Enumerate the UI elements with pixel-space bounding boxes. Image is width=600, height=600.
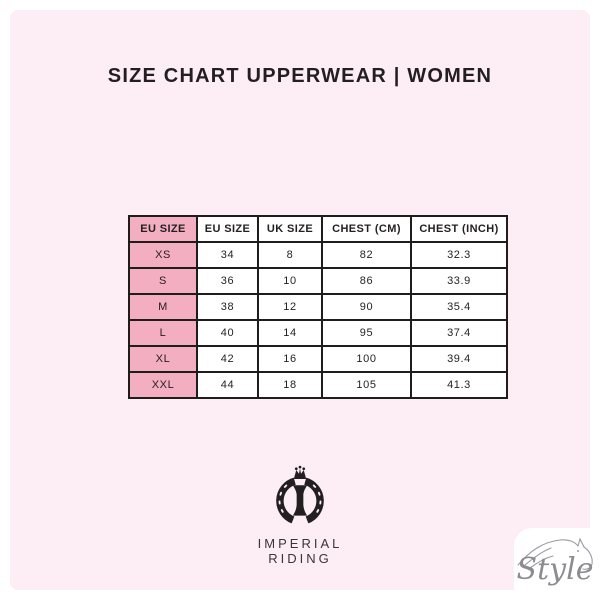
size-label-cell: XL — [128, 345, 198, 373]
table-header-cell: CHEST (CM) — [321, 215, 412, 243]
table-row: M 38 12 90 35.4 — [128, 293, 508, 321]
table-header-cell: EU SIZE — [196, 215, 259, 243]
size-label-cell: XXL — [128, 371, 198, 399]
table-cell: 33.9 — [410, 267, 508, 295]
table-cell: 86 — [321, 267, 412, 295]
table-cell: 105 — [321, 371, 412, 399]
table-row: L 40 14 95 37.4 — [128, 319, 508, 347]
table-cell: 39.4 — [410, 345, 508, 373]
table-cell: 16 — [257, 345, 323, 373]
table-row: S 36 10 86 33.9 — [128, 267, 508, 295]
brand-name-line2: RIDING — [268, 551, 332, 566]
table-cell: 12 — [257, 293, 323, 321]
table-cell: 90 — [321, 293, 412, 321]
table-cell: 37.4 — [410, 319, 508, 347]
table-cell: 34 — [196, 241, 259, 269]
table-cell: 10 — [257, 267, 323, 295]
size-label-cell: M — [128, 293, 198, 321]
table-cell: 36 — [196, 267, 259, 295]
table-cell: 42 — [196, 345, 259, 373]
style-watermark: Style — [514, 528, 600, 600]
table-row: XXL 44 18 105 41.3 — [128, 371, 508, 399]
size-label-cell: XS — [128, 241, 198, 269]
page-title: SIZE CHART UPPERWEAR | WOMEN — [107, 65, 493, 87]
table-row: XL 42 16 100 39.4 — [128, 345, 508, 373]
table-cell: 41.3 — [410, 371, 508, 399]
table-cell: 38 — [196, 293, 259, 321]
table-cell: 18 — [257, 371, 323, 399]
table-cell: 95 — [321, 319, 412, 347]
brand-name-line1: IMPERIAL — [257, 536, 343, 551]
brand-block: IMPERIAL RIDING — [0, 464, 600, 566]
table-cell: 82 — [321, 241, 412, 269]
size-label-cell: L — [128, 319, 198, 347]
horseshoe-crown-logo-icon — [276, 465, 324, 524]
table-cell: 14 — [257, 319, 323, 347]
table-cell: 8 — [257, 241, 323, 269]
table-cell: 32.3 — [410, 241, 508, 269]
table-row: XS 34 8 82 32.3 — [128, 241, 508, 269]
size-label-cell: S — [128, 267, 198, 295]
table-header-cell: UK SIZE — [257, 215, 323, 243]
size-table: EU SIZE EU SIZE UK SIZE CHEST (CM) CHEST (IN… — [128, 215, 508, 399]
table-cell: 100 — [321, 345, 412, 373]
table-cell: 44 — [196, 371, 259, 399]
table-header-cell: CHEST (INCH) — [410, 215, 508, 243]
style-watermark-text: Style — [516, 552, 594, 587]
table-cell: 35.4 — [410, 293, 508, 321]
table-cell: 40 — [196, 319, 259, 347]
horse-head-sketch-icon — [517, 537, 593, 570]
table-header-cell: EU SIZE — [128, 215, 198, 243]
